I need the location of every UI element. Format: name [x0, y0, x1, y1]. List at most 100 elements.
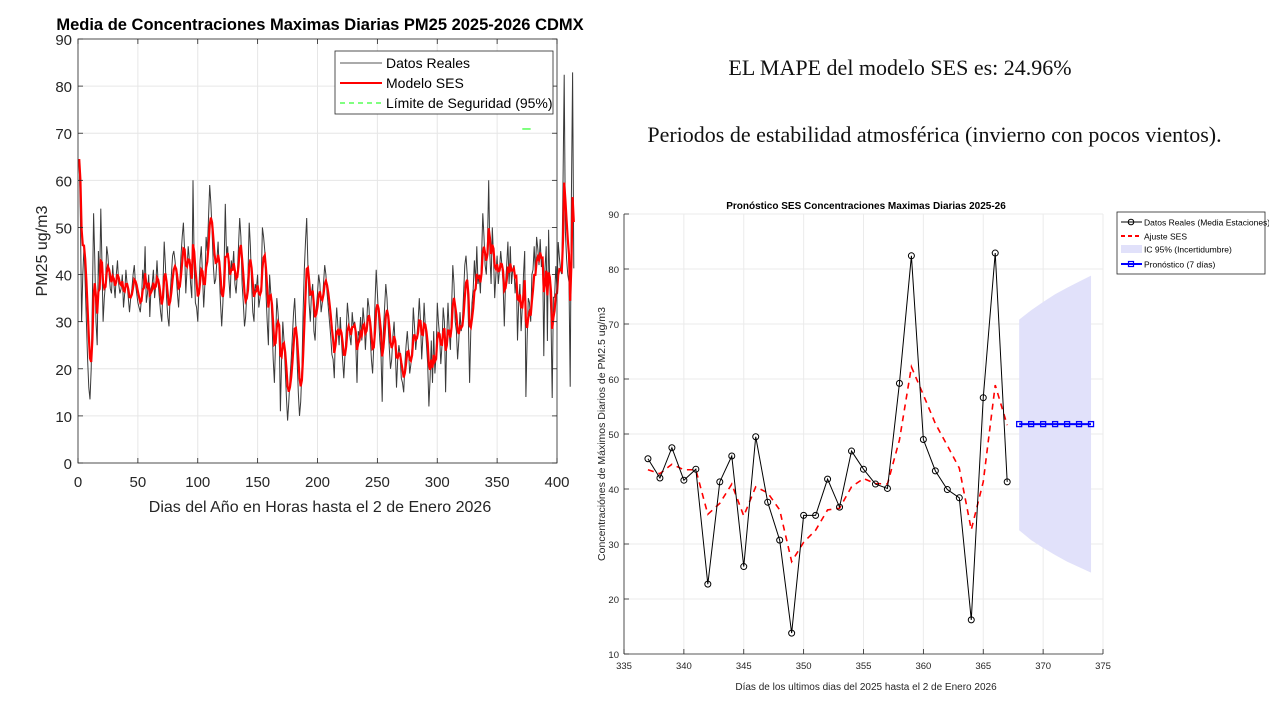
right-y-tick-label: 40 — [608, 485, 619, 496]
right-real-point — [955, 494, 963, 502]
right-chart: 335 340 345 350 355 360 365 370 375 10 20 30 40 50 60 7… — [596, 201, 1269, 693]
left-y-tick-label: 10 — [55, 409, 72, 426]
left-y-tick-label: 0 — [64, 456, 72, 473]
mape-annotation: EL MAPE del modelo SES es: 24.96% — [728, 55, 1072, 80]
right-y-tick-label: 70 — [608, 320, 619, 331]
right-real-point — [800, 511, 808, 519]
legend-marker-square — [1127, 260, 1135, 268]
legend-label-forecast: Pronóstico (7 días) — [1144, 260, 1216, 270]
left-x-tick-label: 100 — [185, 474, 210, 491]
left-chart-title: Media de Concentraciones Maximas Diarias… — [56, 16, 583, 34]
right-real-point — [979, 394, 987, 402]
right-ses-line — [647, 364, 1008, 564]
right-real-point — [836, 503, 844, 511]
right-real-point — [1003, 478, 1011, 486]
left-ses-series — [78, 159, 575, 392]
right-real-point — [967, 616, 975, 624]
right-real-point — [907, 252, 915, 260]
right-real-point — [895, 379, 903, 387]
left-x-tick-label: 400 — [544, 474, 569, 491]
left-ses-line — [78, 159, 575, 392]
right-forecast-point — [1039, 420, 1047, 428]
right-real-point — [812, 511, 820, 519]
right-ticks: 335 340 345 350 355 360 365 370 375 10 20 30 40 50 60 7… — [608, 210, 1111, 672]
right-real-point — [991, 249, 999, 257]
right-real-point — [716, 478, 724, 486]
left-x-tick-label: 300 — [425, 474, 450, 491]
right-y-tick-label: 80 — [608, 265, 619, 276]
right-y-tick-label: 30 — [608, 540, 619, 551]
left-legend: Datos Reales Modelo SES Límite de Seguri… — [334, 50, 554, 115]
right-real-point — [764, 498, 772, 506]
left-y-tick-label: 70 — [55, 126, 72, 143]
right-legend: Datos Reales (Media Estaciones) Ajuste S… — [1116, 211, 1269, 275]
left-y-tick-label: 90 — [55, 32, 72, 49]
right-forecast-series — [1016, 420, 1095, 428]
right-real-point — [668, 444, 676, 452]
right-y-tick-label: 20 — [608, 595, 619, 606]
right-real-point — [776, 536, 784, 544]
right-real-point — [704, 580, 712, 588]
left-y-label: PM25 ug/m3 — [34, 206, 51, 297]
right-x-label: Días de los ultimos dias del 2025 hasta … — [735, 682, 997, 693]
right-x-tick-label: 335 — [616, 661, 632, 672]
right-x-tick-label: 350 — [796, 661, 812, 672]
right-forecast-point — [1027, 420, 1035, 428]
stability-note: Periodos de estabilidad atmosférica (inv… — [647, 122, 1222, 147]
right-real-point — [871, 480, 879, 488]
left-chart: 0 50 100 150 200 250 300 350 400 0 10 20 30 40 50 60 70 8… — [34, 16, 584, 516]
right-x-tick-label: 370 — [1035, 661, 1051, 672]
legend-label-ses-r: Ajuste SES — [1144, 232, 1187, 242]
right-y-tick-label: 50 — [608, 430, 619, 441]
right-real-point — [740, 563, 748, 571]
right-real-point — [644, 455, 652, 463]
right-forecast-point — [1016, 420, 1023, 428]
right-real-point — [883, 484, 891, 492]
right-real-point — [919, 436, 927, 443]
left-y-tick-label: 60 — [55, 173, 72, 190]
left-x-tick-label: 50 — [130, 474, 147, 491]
left-x-tick-label: 350 — [485, 474, 510, 491]
left-y-tick-label: 50 — [55, 220, 72, 237]
legend-label-ci: IC 95% (Incertidumbre) — [1144, 245, 1232, 255]
right-x-tick-label: 360 — [915, 661, 931, 672]
legend-marker-circle — [1127, 218, 1135, 226]
right-forecast-point — [1063, 420, 1071, 428]
legend-label-limit: Límite de Seguridad (95%) — [386, 95, 553, 111]
right-real-series — [644, 249, 1011, 637]
left-x-tick-label: 250 — [365, 474, 390, 491]
right-real-point — [788, 629, 796, 637]
left-y-tick-label: 40 — [55, 268, 72, 285]
right-forecast-point — [1075, 420, 1083, 428]
left-x-tick-label: 0 — [74, 474, 82, 491]
left-y-tick-label: 80 — [55, 79, 72, 96]
right-real-point — [752, 433, 760, 441]
legend-label-real-r: Datos Reales (Media Estaciones) — [1144, 218, 1269, 228]
right-real-point — [656, 474, 664, 482]
right-y-tick-label: 10 — [608, 650, 619, 661]
right-real-point — [931, 467, 939, 475]
left-y-tick-label: 20 — [55, 362, 72, 379]
legend-label-real: Datos Reales — [386, 55, 470, 71]
left-y-tick-label: 30 — [55, 315, 72, 332]
right-real-point — [728, 452, 736, 460]
right-real-point — [848, 447, 856, 455]
right-x-tick-label: 375 — [1095, 661, 1111, 672]
right-ses-series — [647, 364, 1008, 564]
right-x-tick-label: 365 — [975, 661, 991, 672]
right-x-tick-label: 345 — [736, 661, 752, 672]
right-real-point — [824, 475, 832, 483]
right-x-tick-label: 340 — [676, 661, 692, 672]
left-x-label: Dias del Año en Horas hasta el 2 de Ener… — [149, 499, 492, 516]
right-real-point — [680, 476, 688, 484]
right-chart-title: Pronóstico SES Concentraciones Maximas D… — [726, 201, 1006, 212]
right-y-tick-label: 60 — [608, 375, 619, 386]
right-forecast-point — [1051, 420, 1059, 428]
right-real-point — [692, 465, 700, 473]
left-ticks: 0 50 100 150 200 250 300 350 400 0 10 20 30 40 50 60 70 8… — [55, 32, 569, 491]
right-real-point — [943, 486, 951, 494]
right-y-label: Concentraciónes de Máximos Diarios de PM… — [596, 307, 608, 561]
left-x-tick-label: 200 — [305, 474, 330, 491]
right-forecast-point — [1087, 420, 1095, 428]
left-x-tick-label: 150 — [245, 474, 270, 491]
